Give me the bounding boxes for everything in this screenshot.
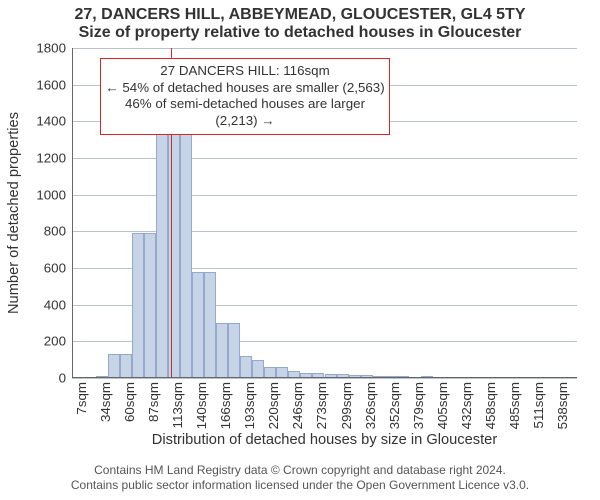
x-tick-label: 7sqm	[72, 378, 89, 415]
title-line-2: Size of property relative to detached ho…	[0, 24, 600, 42]
y-axis-line	[72, 48, 73, 378]
histogram-bar	[240, 356, 252, 378]
x-axis-title: Distribution of detached houses by size …	[72, 432, 577, 448]
x-tick-label: 326sqm	[361, 378, 378, 429]
x-tick-label: 140sqm	[192, 378, 209, 429]
x-tick-label: 299sqm	[337, 378, 354, 429]
y-tick-label: 1200	[36, 151, 72, 166]
histogram-bar	[204, 272, 216, 378]
y-tick-label: 1600	[36, 77, 72, 92]
x-axis-line	[72, 377, 577, 378]
histogram-bar	[180, 125, 192, 378]
y-tick-label: 800	[44, 224, 72, 239]
x-tick-label: 379sqm	[409, 378, 426, 429]
x-tick-label: 246sqm	[288, 378, 305, 429]
x-tick-label: 60sqm	[120, 378, 137, 422]
x-tick-label: 538sqm	[553, 378, 570, 429]
y-tick-label: 1000	[36, 187, 72, 202]
annotation-line-3: 46% of semi-detached houses are larger (…	[105, 96, 385, 129]
x-tick-label: 34sqm	[96, 378, 113, 422]
title-line-1: 27, DANCERS HILL, ABBEYMEAD, GLOUCESTER,…	[0, 6, 600, 24]
y-tick-label: 0	[59, 371, 72, 386]
x-tick-label: 166sqm	[216, 378, 233, 429]
histogram-bar	[228, 323, 240, 378]
y-tick-label: 200	[44, 334, 72, 349]
histogram-bar	[216, 323, 228, 378]
x-tick-label: 405sqm	[433, 378, 450, 429]
x-tick-label: 485sqm	[505, 378, 522, 429]
histogram-bar	[156, 109, 168, 379]
histogram-bar	[192, 272, 204, 378]
x-tick-label: 511sqm	[529, 378, 546, 428]
x-tick-label: 352sqm	[385, 378, 402, 429]
y-tick-label: 1800	[36, 41, 72, 56]
x-tick-label: 220sqm	[264, 378, 281, 429]
annotation-line-2: ← 54% of detached houses are smaller (2,…	[105, 80, 385, 97]
histogram-bar	[108, 354, 120, 378]
histogram-bar	[120, 354, 132, 378]
histogram-bar	[252, 360, 264, 378]
x-tick-label: 113sqm	[168, 378, 185, 428]
figure-root: { "figure": { "width_px": 600, "height_p…	[0, 0, 600, 500]
footer-attribution: Contains HM Land Registry data © Crown c…	[0, 463, 600, 494]
histogram-bar	[132, 233, 144, 378]
x-tick-label: 273sqm	[312, 378, 329, 429]
annotation-line-1: 27 DANCERS HILL: 116sqm	[105, 63, 385, 80]
chart-title: 27, DANCERS HILL, ABBEYMEAD, GLOUCESTER,…	[0, 6, 600, 43]
footer-line-2: Contains public sector information licen…	[0, 478, 600, 494]
annotation-callout: 27 DANCERS HILL: 116sqm ← 54% of detache…	[100, 58, 390, 135]
y-tick-label: 400	[44, 297, 72, 312]
y-axis-title: Number of detached properties	[6, 112, 22, 314]
y-tick-label: 1400	[36, 114, 72, 129]
x-tick-label: 87sqm	[144, 378, 161, 422]
histogram-bar	[144, 233, 156, 378]
y-tick-label: 600	[44, 261, 72, 276]
x-tick-label: 432sqm	[457, 378, 474, 429]
footer-line-1: Contains HM Land Registry data © Crown c…	[0, 463, 600, 479]
x-tick-label: 193sqm	[240, 378, 257, 429]
x-tick-label: 458sqm	[481, 378, 498, 429]
